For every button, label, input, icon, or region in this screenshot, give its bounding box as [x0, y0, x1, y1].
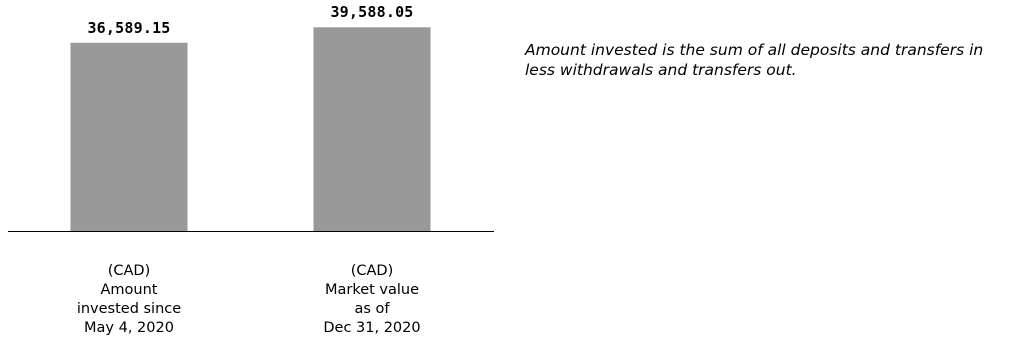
bar-amount-invested	[70, 42, 188, 232]
footnote-line: Amount invested is the sum of all deposi…	[525, 41, 984, 59]
category-label-amount-invested: (CAD) Amount invested since May 4, 2020	[54, 262, 204, 338]
value-label-amount-invested: 36,589.15	[87, 18, 171, 37]
bar-market-value	[313, 27, 431, 232]
bar-chart: 36,589.15 39,588.05 (CAD) Amount investe…	[0, 0, 500, 343]
footnote: Amount invested is the sum of all deposi…	[525, 40, 1021, 80]
category-label-line: Amount	[100, 282, 158, 298]
category-label-line: May 4, 2020	[84, 320, 174, 336]
category-label-line: Market value	[324, 282, 420, 298]
value-label-market-value: 39,588.05	[330, 3, 414, 22]
category-label-market-value: (CAD) Market value as of Dec 31, 2020	[297, 262, 447, 338]
chart-canvas	[8, 27, 494, 232]
category-label-line: as of	[354, 301, 390, 317]
category-label-line: invested since	[76, 301, 182, 317]
category-label-line: (CAD)	[350, 263, 394, 279]
footnote-line: less withdrawals and transfers out.	[525, 61, 797, 79]
category-label-line: (CAD)	[107, 263, 151, 279]
category-label-line: Dec 31, 2020	[323, 320, 421, 336]
